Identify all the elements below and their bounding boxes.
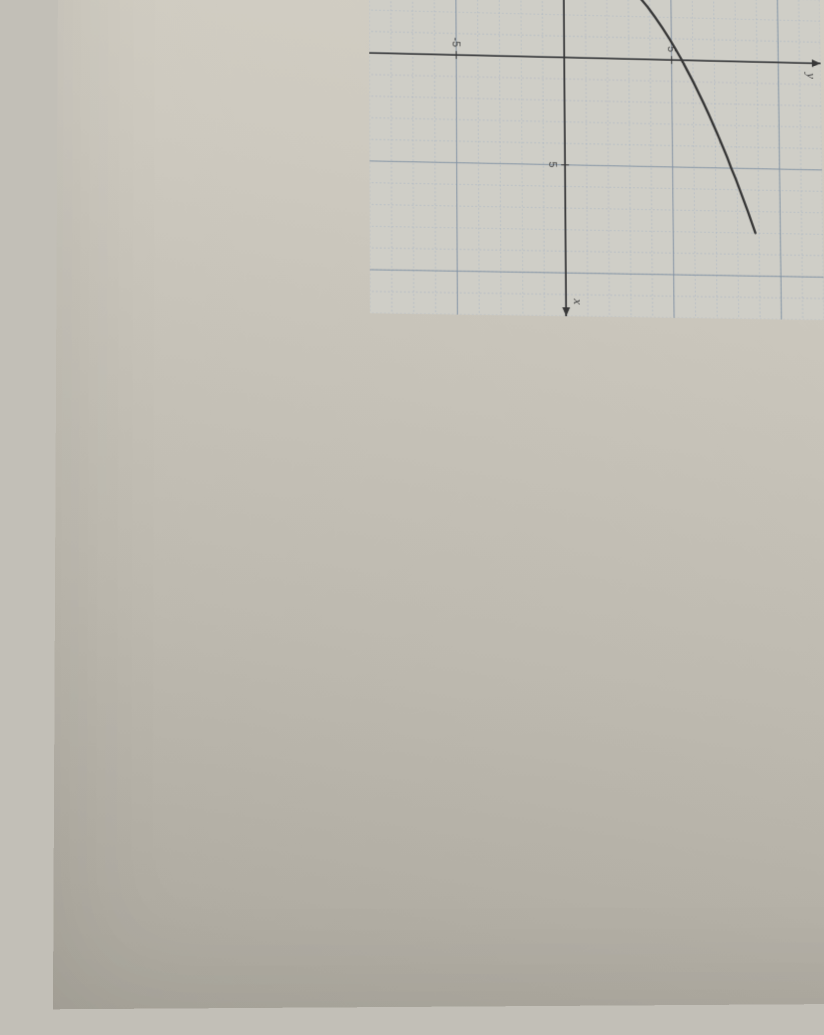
- x-tick-label: 5: [546, 162, 558, 168]
- x-axis-label: x: [571, 298, 586, 305]
- graph-figure: -55-55xy: [369, 0, 824, 340]
- graph-svg: -55-55xy: [369, 0, 824, 320]
- y-tick-label: -5: [449, 37, 461, 47]
